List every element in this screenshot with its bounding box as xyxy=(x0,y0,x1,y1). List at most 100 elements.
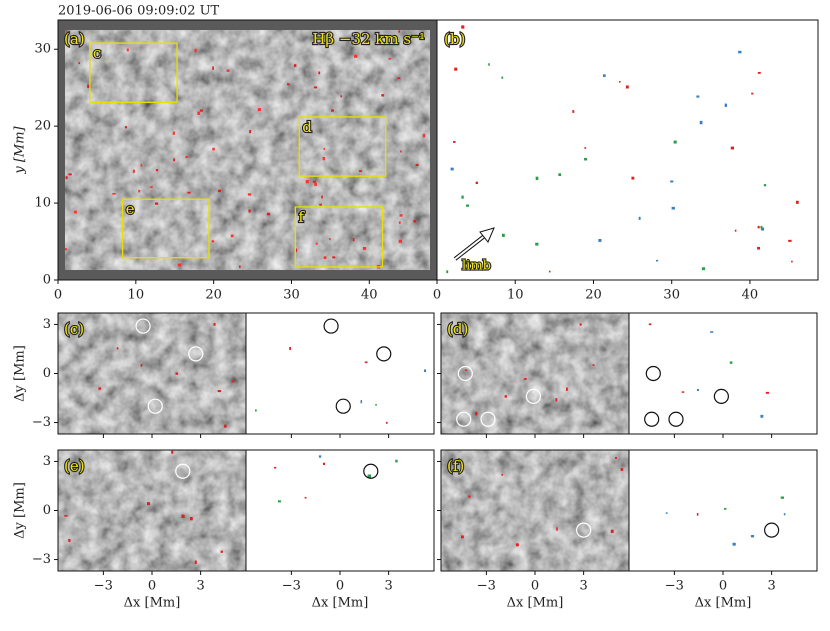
x-tick-label: 3 xyxy=(767,579,775,594)
feature-dot xyxy=(367,474,372,478)
y-tick-label: 3 xyxy=(43,317,51,332)
x-tick-label: −3 xyxy=(94,579,113,594)
feature-dot xyxy=(461,25,465,29)
feature-dot xyxy=(155,169,159,172)
feature-dot xyxy=(328,238,331,241)
event-circle xyxy=(713,388,729,404)
feature-dot xyxy=(68,538,71,542)
box-label: d xyxy=(302,118,312,136)
feature-dot xyxy=(230,234,234,238)
feature-dot xyxy=(424,369,427,372)
feature-dot xyxy=(65,248,68,251)
feature-dot xyxy=(313,86,318,89)
y-tick-label: 3 xyxy=(43,454,51,469)
event-circle xyxy=(323,318,339,334)
feature-dot xyxy=(796,200,799,204)
feature-dot xyxy=(535,242,539,246)
feature-dot xyxy=(132,169,135,173)
y-tick-label: 0 xyxy=(43,273,51,288)
x-tick-label: 3 xyxy=(384,579,392,594)
feature-dot xyxy=(305,179,309,184)
feature-dot xyxy=(584,147,587,149)
x-tick-label: 0 xyxy=(531,579,539,594)
region-box xyxy=(121,198,210,259)
feature-dot xyxy=(87,84,91,88)
x-tick-label: 0 xyxy=(719,579,727,594)
feature-dot xyxy=(665,512,668,514)
x-axis-label: Δx [Mm] xyxy=(695,596,752,611)
feature-dot xyxy=(783,513,786,516)
feature-dot xyxy=(572,110,575,113)
feature-dot xyxy=(238,265,241,268)
feature-dot xyxy=(757,225,760,229)
feature-dot xyxy=(461,195,464,199)
feature-dot xyxy=(66,31,69,34)
feature-dot xyxy=(177,263,182,267)
x-tick-label: 10 xyxy=(128,288,145,303)
event-circle xyxy=(457,365,473,382)
feature-dot xyxy=(515,543,519,547)
x-axis-label: Δx [Mm] xyxy=(507,596,564,611)
event-circle xyxy=(363,463,379,479)
event-circle xyxy=(188,346,204,362)
feature-dot xyxy=(318,71,321,75)
feature-dot xyxy=(358,170,362,172)
feature-dot xyxy=(211,240,215,243)
feature-dot xyxy=(757,71,761,74)
feature-dot xyxy=(126,48,129,52)
feature-dot xyxy=(751,92,754,95)
feature-dot xyxy=(340,95,343,98)
feature-dot xyxy=(171,450,174,454)
feature-dot xyxy=(217,390,222,393)
feature-dot xyxy=(765,391,770,394)
feature-dot xyxy=(173,158,176,162)
feature-dot xyxy=(248,209,251,213)
x-tick-label: 0 xyxy=(433,288,441,303)
feature-dot xyxy=(287,83,290,86)
feature-dot xyxy=(194,48,197,53)
region-box xyxy=(89,42,178,103)
x-tick-label: −3 xyxy=(665,579,684,594)
feature-dot xyxy=(398,239,402,243)
feature-dot xyxy=(699,120,703,125)
event-circle xyxy=(456,411,472,427)
feature-dot xyxy=(398,221,401,224)
feature-dot xyxy=(535,176,539,181)
feature-dot xyxy=(701,267,706,271)
feature-dot xyxy=(362,246,367,250)
feature-dot xyxy=(360,400,363,404)
feature-dot xyxy=(566,387,568,391)
y-axis-label: y [Mm] xyxy=(13,125,28,174)
panel-label: (e) xyxy=(64,457,85,475)
feature-dot xyxy=(413,219,417,223)
feature-dot xyxy=(321,195,323,199)
feature-dot xyxy=(331,109,334,112)
feature-dot xyxy=(556,527,558,531)
feature-dot xyxy=(696,95,700,98)
feature-dot xyxy=(618,81,621,83)
zoom-image xyxy=(58,450,246,571)
feature-dot xyxy=(732,542,736,546)
frame xyxy=(628,449,818,572)
event-circle xyxy=(147,398,163,414)
feature-dot xyxy=(584,157,588,161)
event-circle xyxy=(175,463,191,479)
box-label: f xyxy=(298,208,305,226)
feature-dot xyxy=(185,156,189,158)
feature-dot xyxy=(319,203,322,206)
feature-dot xyxy=(602,74,606,77)
feature-dot xyxy=(397,77,401,80)
event-circle xyxy=(668,411,684,427)
feature-dot xyxy=(738,50,742,54)
x-tick-label: 30 xyxy=(663,288,680,303)
feature-dot xyxy=(187,191,191,194)
feature-dot xyxy=(199,109,203,112)
feature-dot xyxy=(332,256,336,259)
feature-dot xyxy=(780,496,784,499)
y-tick-label: 0 xyxy=(43,503,51,518)
feature-dot xyxy=(501,473,504,476)
x-tick-label: 40 xyxy=(742,288,759,303)
frame xyxy=(245,312,435,435)
feature-dot xyxy=(65,176,68,180)
y-tick-label: 10 xyxy=(34,196,51,211)
